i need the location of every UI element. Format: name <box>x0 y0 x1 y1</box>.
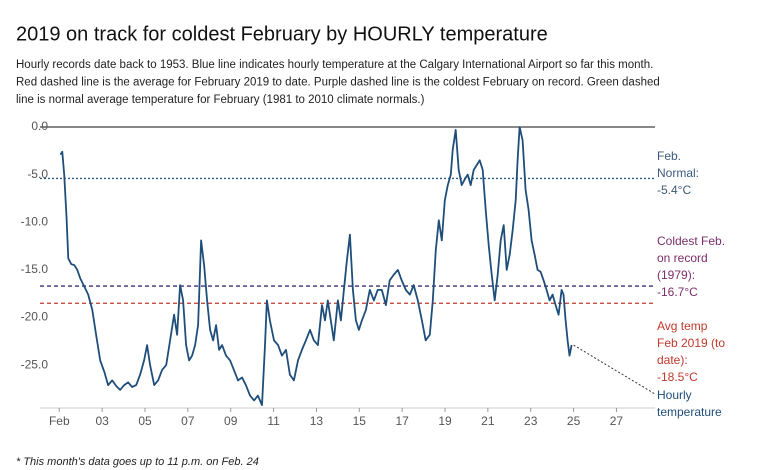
y-tick-label: -25.0 <box>21 357 49 371</box>
reference-label: Normal: <box>657 166 699 180</box>
y-tick-label: -15.0 <box>21 262 49 276</box>
reference-label: Coldest Feb. <box>657 234 725 248</box>
temperature-line <box>59 126 573 406</box>
x-tick-label: 03 <box>95 414 109 428</box>
x-tick-label: Feb <box>49 414 70 428</box>
subtitle: Hourly records date back to 1953. Blue l… <box>16 59 653 71</box>
x-tick-label: 15 <box>353 414 367 428</box>
y-tick-label: -20.0 <box>21 310 49 324</box>
y-tick-label: -5.0 <box>27 167 48 181</box>
reference-label: Feb. <box>657 149 681 163</box>
y-tick-label: -10.0 <box>21 214 49 228</box>
x-tick-label: 17 <box>395 414 409 428</box>
x-tick-label: 09 <box>224 414 238 428</box>
subtitle: line is normal average temperature for F… <box>16 94 425 106</box>
y-tick-label: 0.0 <box>31 119 48 133</box>
series-label: temperature <box>657 405 722 419</box>
x-tick-label: 25 <box>567 414 581 428</box>
subtitle: Red dashed line is the average for Febru… <box>16 77 660 89</box>
series-pointer <box>573 344 656 395</box>
x-tick-label: 05 <box>138 414 152 428</box>
reference-label: -18.5°C <box>657 370 698 384</box>
footnote: * This month's data goes up to 11 p.m. o… <box>16 456 259 468</box>
series-label: Hourly <box>657 388 692 402</box>
reference-label: on record <box>657 251 708 265</box>
x-tick-label: 23 <box>524 414 538 428</box>
chart-title: 2019 on track for coldest February by HO… <box>16 23 548 45</box>
reference-label: (1979): <box>657 268 695 282</box>
x-tick-label: 27 <box>610 414 624 428</box>
reference-label: -5.4°C <box>657 183 691 197</box>
reference-label: date): <box>657 353 688 367</box>
x-tick-label: 21 <box>481 414 495 428</box>
x-tick-label: 13 <box>310 414 324 428</box>
reference-label: Feb 2019 (to <box>657 336 725 350</box>
reference-label: -16.7°C <box>657 285 698 299</box>
x-tick-label: 19 <box>438 414 452 428</box>
reference-label: Avg temp <box>657 319 708 333</box>
x-tick-label: 07 <box>181 414 195 428</box>
x-tick-label: 11 <box>267 414 280 428</box>
